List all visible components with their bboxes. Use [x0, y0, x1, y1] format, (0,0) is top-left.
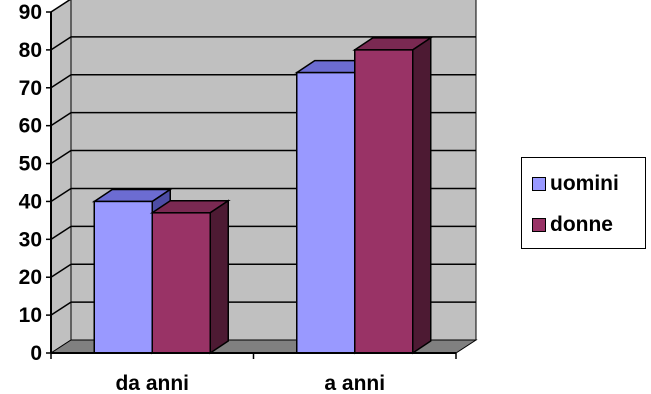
- y-tick-label: 10: [19, 304, 42, 327]
- y-tick-label: 40: [19, 190, 42, 213]
- bar-front: [296, 71, 356, 354]
- legend: uomini donne: [521, 157, 646, 249]
- y-tick-label: 80: [19, 39, 42, 62]
- gridline: [50, 36, 476, 51]
- gridline: [50, 0, 71, 13]
- bar-donne-0: [149, 199, 231, 355]
- legend-swatch-donne: [532, 218, 546, 232]
- bar-donne-1: [352, 36, 434, 355]
- y-tick-label: 50: [19, 153, 42, 176]
- x-category-label: da anni: [115, 372, 189, 394]
- bar-front: [151, 212, 211, 354]
- y-tick-label: 90: [19, 1, 42, 24]
- axes: 0 10 20 30 40 50 60 70 80 90 da anni a anni: [19, 1, 457, 394]
- bar-front: [93, 200, 153, 354]
- y-tick-label: 0: [30, 342, 42, 365]
- legend-item-donne: donne: [532, 213, 613, 237]
- bar-front: [354, 49, 414, 354]
- x-category-label: a anni: [324, 372, 385, 394]
- y-tick-label: 60: [19, 115, 42, 138]
- y-tick-label: 30: [19, 228, 42, 251]
- bars: [91, 36, 434, 355]
- legend-item-uomini: uomini: [532, 172, 619, 196]
- y-tick-label: 70: [19, 77, 42, 100]
- legend-swatch-uomini: [532, 177, 546, 191]
- legend-label-donne: donne: [550, 213, 613, 236]
- bar-side: [209, 199, 229, 355]
- legend-label-uomini: uomini: [550, 172, 619, 195]
- y-tick-label: 20: [19, 266, 42, 289]
- side-wall: [50, 0, 72, 354]
- bar-side: [412, 36, 432, 355]
